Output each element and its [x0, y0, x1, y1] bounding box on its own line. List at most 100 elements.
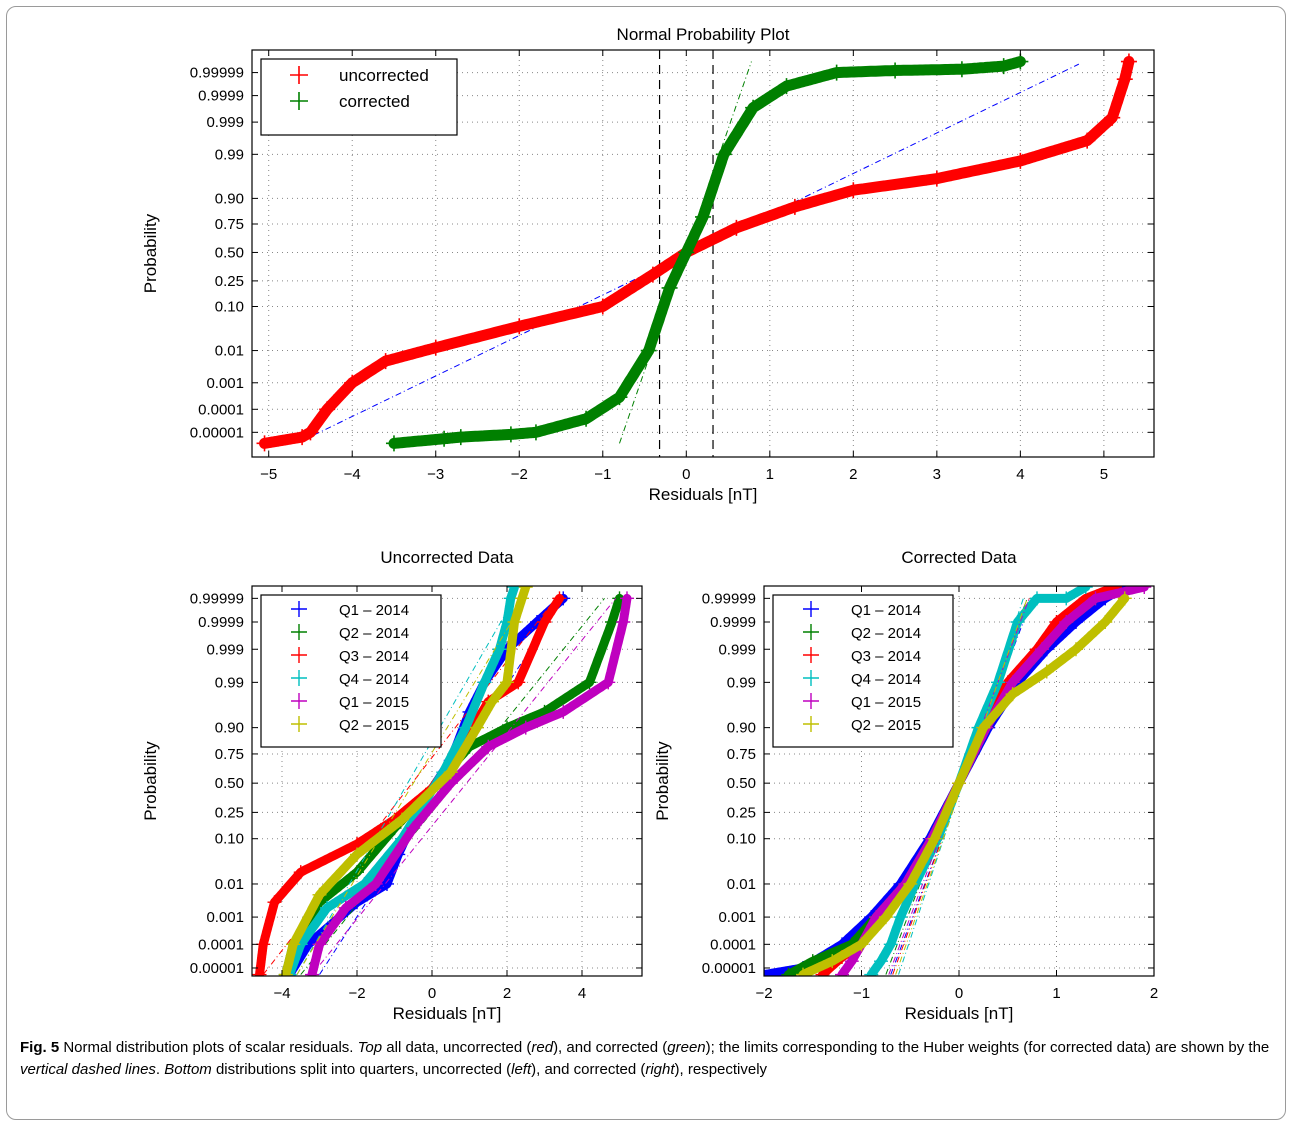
- reference-line: [296, 598, 527, 975]
- legend-label: corrected: [339, 92, 410, 111]
- data-point: [485, 694, 499, 709]
- y-tick-label: 0.99: [727, 674, 756, 691]
- x-axis-label: Residuals [nT]: [649, 485, 758, 504]
- data-point: [537, 615, 552, 630]
- data-point: [874, 954, 888, 969]
- data-point: [377, 353, 394, 370]
- data-point: [616, 615, 631, 630]
- caption-part: right: [645, 1061, 675, 1078]
- legend-marker: [803, 624, 819, 640]
- y-tick-label: 0.25: [215, 273, 244, 290]
- data-point: [1059, 591, 1074, 606]
- data-point: [344, 374, 361, 391]
- reference-line: [619, 61, 752, 444]
- data-point: [928, 170, 945, 187]
- data-point: [350, 847, 364, 862]
- data-point: [1098, 615, 1113, 630]
- y-tick-label: 0.50: [727, 775, 756, 792]
- reference-line: [311, 598, 617, 975]
- data-point: [878, 910, 893, 925]
- data-point: [293, 865, 308, 880]
- caption-part: left: [511, 1061, 532, 1078]
- y-tick-label: 0.10: [215, 298, 244, 315]
- chart-0: −5 −4 −3 −2 −1 0 1 2 3 4 5 0.00001 0.0001 0.001 0.01 0.…: [141, 25, 1155, 504]
- y-tick-label: 0.90: [215, 190, 244, 207]
- x-tick-label: −5: [260, 466, 277, 483]
- caption-part: Top: [357, 1039, 383, 1056]
- figure-frame: [6, 6, 1286, 1120]
- y-tick-label: 0.9999: [198, 88, 244, 105]
- data-point: [305, 967, 319, 976]
- legend-marker: [803, 647, 819, 663]
- legend-label: Q2 – 2015: [339, 717, 409, 734]
- axes-box: [251, 585, 643, 977]
- data-point: [1079, 132, 1096, 149]
- data-point: [678, 244, 695, 261]
- caption-text: Normal distribution plots of scalar resi…: [20, 1039, 1269, 1078]
- y-tick-label: 0.999: [206, 114, 244, 131]
- y-tick-label: 0.01: [727, 876, 756, 893]
- x-tick-label: 0: [682, 466, 690, 483]
- data-point: [302, 424, 319, 441]
- x-tick-label: −2: [348, 985, 365, 1002]
- legend-label: Q4 – 2014: [851, 671, 921, 688]
- data-point: [778, 78, 795, 95]
- data-point: [470, 720, 484, 735]
- data-point: [515, 591, 529, 606]
- data-point: [952, 776, 966, 791]
- caption-part: all data, uncorrected (: [382, 1039, 532, 1056]
- data-point: [927, 831, 942, 846]
- data-point: [556, 704, 571, 719]
- y-tick-label: 0.0001: [198, 936, 244, 953]
- caption-part: green: [667, 1039, 706, 1056]
- legend-label: Q1 – 2014: [851, 602, 921, 619]
- y-axis-label: Probability: [141, 741, 160, 821]
- data-point: [845, 182, 862, 199]
- data-point: [500, 675, 514, 690]
- x-tick-label: 0: [428, 985, 436, 1002]
- legend-marker: [803, 716, 819, 732]
- chart-title: Corrected Data: [901, 548, 1017, 567]
- x-tick-label: 2: [1150, 985, 1158, 1002]
- data-point: [256, 435, 273, 452]
- data-point: [1137, 586, 1152, 595]
- series-5: [278, 586, 533, 976]
- caption-part: ); the limits corresponding to the Huber…: [705, 1039, 1270, 1056]
- data-point: [976, 720, 991, 735]
- y-axis-label: Probability: [141, 213, 160, 293]
- data-point: [745, 99, 762, 116]
- data-point: [256, 937, 271, 952]
- data-point: [764, 967, 771, 976]
- data-point: [728, 219, 745, 236]
- legend-marker: [803, 693, 819, 709]
- legend-label: Q3 – 2014: [339, 648, 409, 665]
- y-tick-label: 0.001: [206, 375, 244, 392]
- data-point: [1069, 642, 1083, 657]
- y-tick-label: 0.0001: [198, 401, 244, 418]
- data-point: [715, 146, 732, 163]
- data-point: [601, 675, 616, 690]
- data-point: [844, 954, 859, 969]
- data-point: [903, 876, 918, 891]
- data-point: [883, 937, 898, 952]
- data-point: [893, 910, 908, 925]
- data-point: [825, 954, 840, 969]
- legend-marker: [291, 624, 307, 640]
- x-tick-label: 0: [955, 985, 963, 1002]
- y-tick-label: 0.9999: [198, 614, 244, 631]
- series-5: [796, 591, 1132, 976]
- x-tick-label: −2: [511, 466, 528, 483]
- legend-box: [260, 58, 458, 136]
- data-point: [395, 812, 409, 827]
- y-tick-label: 0.99999: [190, 590, 244, 607]
- data-point: [286, 937, 301, 952]
- data-point: [1012, 53, 1029, 70]
- data-point: [320, 900, 334, 915]
- legend-box: [772, 594, 954, 748]
- data-point: [436, 430, 453, 447]
- data-point: [1039, 664, 1054, 679]
- caption-label: Fig. 5: [20, 1039, 60, 1056]
- data-point: [294, 429, 311, 446]
- legend-marker: [291, 693, 307, 709]
- x-axis-label: Residuals [nT]: [905, 1004, 1014, 1023]
